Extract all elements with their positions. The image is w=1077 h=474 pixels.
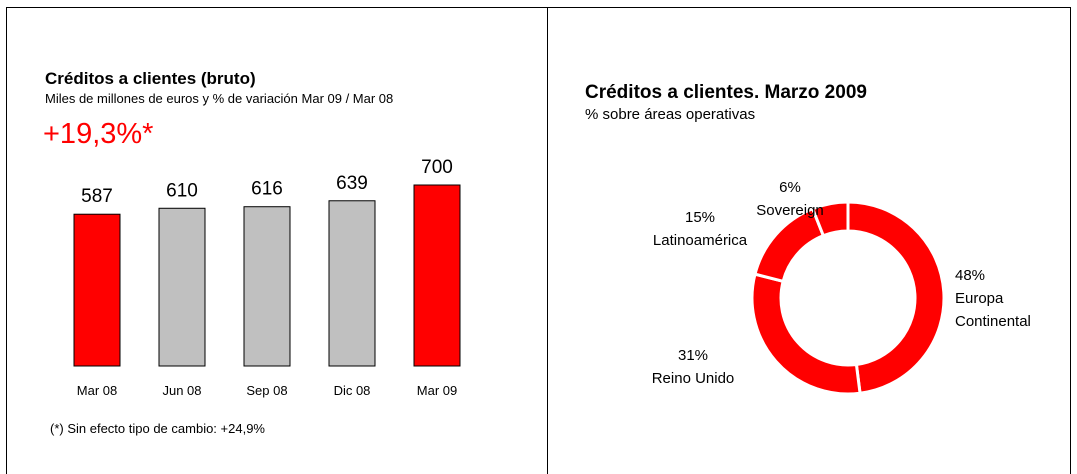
value-label: 6%	[779, 179, 801, 196]
x-tick-label: Jun 08	[162, 383, 201, 398]
bar	[413, 184, 461, 367]
value-label: 31%	[677, 347, 709, 364]
value-label: 639	[336, 173, 368, 194]
value-label: 48%	[955, 267, 986, 284]
footnote: (*) Sin efecto tipo de cambio: +24,9%	[50, 421, 265, 436]
value-label: 616	[251, 179, 283, 200]
bar	[328, 200, 376, 367]
bar	[158, 207, 206, 367]
category-label: Reino Unido	[651, 370, 735, 387]
value-label: 587	[81, 186, 113, 207]
x-tick-label: Mar 09	[417, 383, 457, 398]
bar	[73, 213, 121, 367]
headline: +19,3%*	[43, 118, 153, 150]
chart-title: Créditos a clientes (bruto)	[45, 69, 256, 88]
donut-segment	[810, 200, 850, 238]
category-label: Sovereign	[756, 202, 824, 219]
chart-subtitle: % sobre áreas operativas	[585, 106, 755, 123]
bar	[243, 206, 291, 367]
donut-segment	[750, 272, 862, 396]
donut-segment	[846, 200, 946, 395]
category-label: Latinoamérica	[652, 232, 748, 249]
value-label: 610	[166, 180, 198, 201]
x-tick-label: Mar 08	[77, 383, 117, 398]
chart-subtitle: Miles de millones de euros y % de variac…	[45, 91, 393, 106]
chart-title: Créditos a clientes. Marzo 2009	[585, 82, 867, 103]
x-tick-label: Dic 08	[334, 383, 371, 398]
x-tick-label: Sep 08	[246, 383, 287, 398]
frame	[6, 7, 1071, 474]
value-label: 15%	[684, 209, 716, 226]
category-label: Europa Continental	[955, 290, 1031, 330]
value-label: 700	[421, 157, 453, 178]
